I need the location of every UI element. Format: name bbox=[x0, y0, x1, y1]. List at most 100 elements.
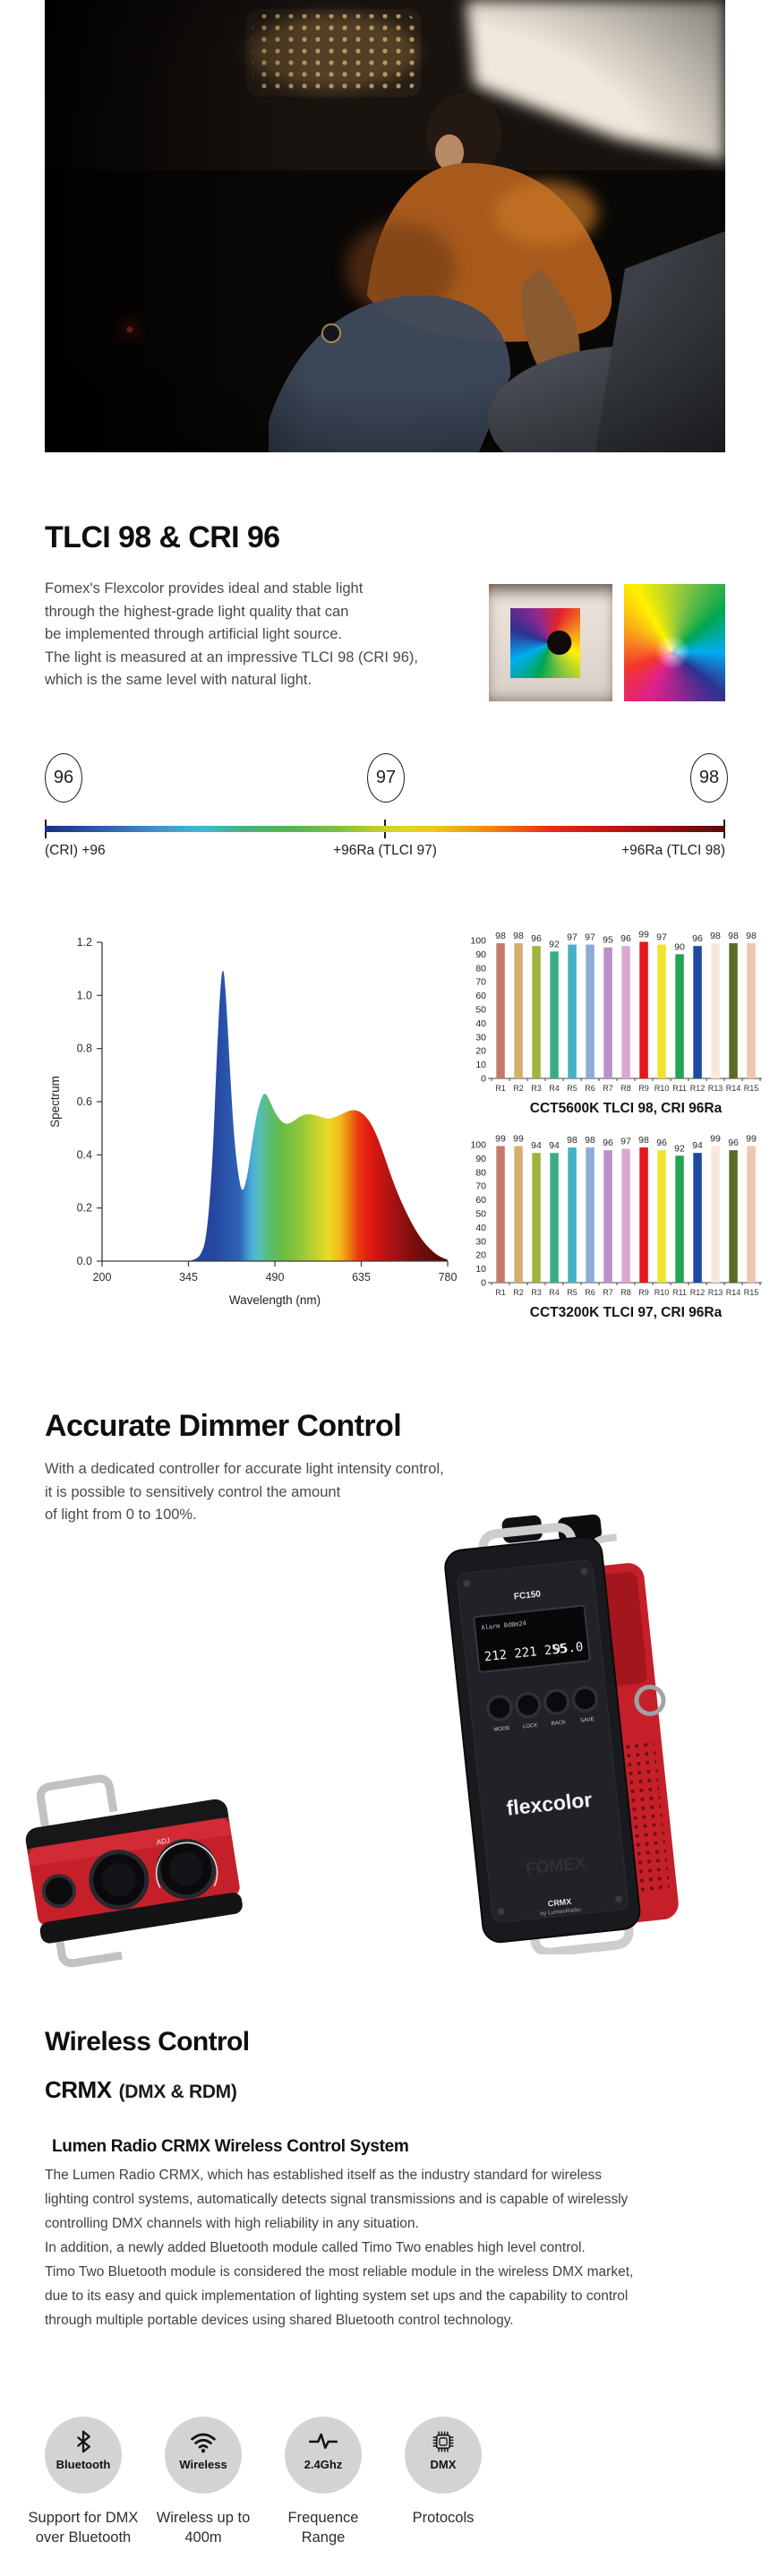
gauge-gradient-bar bbox=[45, 826, 725, 832]
feature-frequency: 2.4Ghz Frequence Range bbox=[285, 2417, 405, 2547]
feature-label: Wireless bbox=[179, 2458, 227, 2471]
crmx-subtitle-paren: (DMX & RDM) bbox=[118, 2082, 237, 2102]
svg-text:R1: R1 bbox=[495, 1084, 506, 1093]
svg-text:40: 40 bbox=[475, 1018, 486, 1029]
svg-text:10: 10 bbox=[475, 1264, 486, 1275]
svg-text:99: 99 bbox=[513, 1134, 524, 1145]
dimmer-controller-illustration: ADJ bbox=[25, 1774, 243, 1968]
frequency-icon bbox=[309, 2433, 338, 2450]
feature-dmx: DMX Protocols bbox=[405, 2417, 525, 2547]
svg-text:40: 40 bbox=[475, 1223, 486, 1233]
feature-caption: Wireless up to 400m bbox=[156, 2510, 251, 2546]
feature-row: Bluetooth Support for DMX over Bluetooth… bbox=[29, 2417, 525, 2547]
svg-text:R12: R12 bbox=[690, 1288, 706, 1297]
feature-bluetooth: Bluetooth Support for DMX over Bluetooth bbox=[29, 2417, 165, 2547]
svg-text:R3: R3 bbox=[531, 1084, 542, 1093]
gauge-value-98: 98 bbox=[698, 768, 720, 787]
gauge-circle-96: 96 bbox=[45, 753, 82, 803]
svg-text:97: 97 bbox=[620, 1137, 631, 1147]
svg-text:98: 98 bbox=[585, 1135, 595, 1146]
fc150-illustration: FC150 Alarm 0dBm24 212 221 255 95.0 MODE… bbox=[444, 1514, 679, 1954]
gauge-circle-98: 98 bbox=[690, 753, 728, 803]
svg-text:98: 98 bbox=[746, 931, 757, 941]
svg-text:100: 100 bbox=[470, 1140, 486, 1151]
svg-text:95: 95 bbox=[603, 935, 613, 946]
svg-text:0.2: 0.2 bbox=[77, 1202, 92, 1215]
svg-text:0: 0 bbox=[481, 1074, 486, 1085]
screen-dim-value: 95.0 bbox=[552, 1640, 584, 1657]
bluetooth-icon bbox=[77, 2430, 90, 2453]
svg-text:60: 60 bbox=[475, 1195, 486, 1206]
svg-text:R8: R8 bbox=[620, 1288, 631, 1297]
chip-icon bbox=[432, 2431, 454, 2452]
svg-text:98: 98 bbox=[710, 931, 721, 941]
svg-text:R14: R14 bbox=[726, 1288, 741, 1297]
svg-text:10: 10 bbox=[475, 1060, 486, 1070]
svg-text:0.8: 0.8 bbox=[77, 1043, 92, 1055]
svg-text:R8: R8 bbox=[620, 1084, 631, 1093]
crmx-subtitle: CRMX (DMX & RDM) bbox=[45, 2076, 237, 2104]
svg-text:98: 98 bbox=[638, 1135, 649, 1146]
svg-text:1.0: 1.0 bbox=[77, 989, 92, 1001]
svg-text:94: 94 bbox=[692, 1140, 703, 1151]
svg-text:98: 98 bbox=[513, 931, 524, 941]
svg-text:Spectrum: Spectrum bbox=[48, 1076, 62, 1128]
svg-text:80: 80 bbox=[475, 963, 486, 974]
svg-text:92: 92 bbox=[549, 939, 560, 949]
svg-text:96: 96 bbox=[692, 933, 703, 944]
lumenradio-label: by LumenRadio bbox=[540, 1907, 581, 1918]
svg-text:R13: R13 bbox=[708, 1084, 723, 1093]
gauge-label-cri: (CRI) +96 bbox=[45, 843, 106, 858]
gauge-value-97: 97 bbox=[375, 768, 397, 787]
svg-text:99: 99 bbox=[746, 1134, 757, 1145]
dimmer-body: With a dedicated controller for accurate… bbox=[45, 1461, 444, 1523]
dimmer-title: Accurate Dimmer Control bbox=[45, 1409, 402, 1443]
eye-color-image bbox=[489, 584, 612, 701]
wifi-icon bbox=[191, 2433, 216, 2453]
svg-text:Wavelength (nm): Wavelength (nm) bbox=[229, 1293, 321, 1307]
svg-text:R14: R14 bbox=[726, 1084, 741, 1093]
gauge-label-tlci98: +96Ra (TLCI 98) bbox=[621, 843, 725, 858]
adj-knob-label: ADJ bbox=[156, 1836, 170, 1846]
svg-text:96: 96 bbox=[620, 933, 631, 944]
crmx-label: CRMX bbox=[547, 1897, 571, 1909]
svg-text:80: 80 bbox=[475, 1167, 486, 1178]
feature-circle-dmx: DMX bbox=[405, 2417, 482, 2494]
svg-text:98: 98 bbox=[567, 1135, 578, 1146]
svg-text:50: 50 bbox=[475, 1005, 486, 1016]
gauge-value-96: 96 bbox=[53, 768, 74, 787]
svg-text:R3: R3 bbox=[531, 1288, 542, 1297]
svg-text:R6: R6 bbox=[585, 1288, 595, 1297]
svg-text:R13: R13 bbox=[708, 1288, 723, 1297]
feature-circle-frequency: 2.4Ghz bbox=[285, 2417, 362, 2494]
svg-text:90: 90 bbox=[475, 949, 486, 960]
button-lock-label: LOCK bbox=[523, 1723, 538, 1730]
svg-text:490: 490 bbox=[266, 1271, 285, 1284]
svg-text:96: 96 bbox=[603, 1138, 613, 1148]
feature-circle-bluetooth: Bluetooth bbox=[45, 2417, 122, 2494]
svg-text:R7: R7 bbox=[603, 1084, 613, 1093]
svg-text:R9: R9 bbox=[638, 1084, 649, 1093]
feature-caption: Frequence Range bbox=[287, 2510, 359, 2546]
svg-text:50: 50 bbox=[475, 1209, 486, 1220]
svg-text:100: 100 bbox=[470, 936, 486, 947]
spectrum-chart: 0.0 0.2 0.4 0.6 0.8 1.0 1.2 200 345 490 635 780 Wave… bbox=[48, 936, 457, 1307]
feature-label: 2.4Ghz bbox=[304, 2458, 343, 2471]
svg-text:30: 30 bbox=[475, 1236, 486, 1247]
crmx-system-title: Lumen Radio CRMX Wireless Control System bbox=[52, 2137, 409, 2156]
svg-text:98: 98 bbox=[495, 931, 506, 941]
svg-text:200: 200 bbox=[93, 1271, 112, 1284]
svg-text:R15: R15 bbox=[744, 1288, 759, 1297]
svg-text:97: 97 bbox=[567, 932, 578, 943]
svg-text:90: 90 bbox=[674, 941, 685, 952]
svg-text:R4: R4 bbox=[549, 1084, 560, 1093]
svg-text:R11: R11 bbox=[672, 1288, 687, 1297]
svg-text:R10: R10 bbox=[654, 1288, 670, 1297]
svg-text:R5: R5 bbox=[567, 1084, 578, 1093]
button-save-label: SAVE bbox=[580, 1717, 595, 1724]
gauge-label-tlci97: +96Ra (TLCI 97) bbox=[333, 843, 437, 858]
svg-text:30: 30 bbox=[475, 1032, 486, 1043]
feature-caption: Protocols bbox=[412, 2510, 475, 2526]
svg-text:R4: R4 bbox=[549, 1288, 560, 1297]
svg-text:R11: R11 bbox=[672, 1084, 687, 1093]
